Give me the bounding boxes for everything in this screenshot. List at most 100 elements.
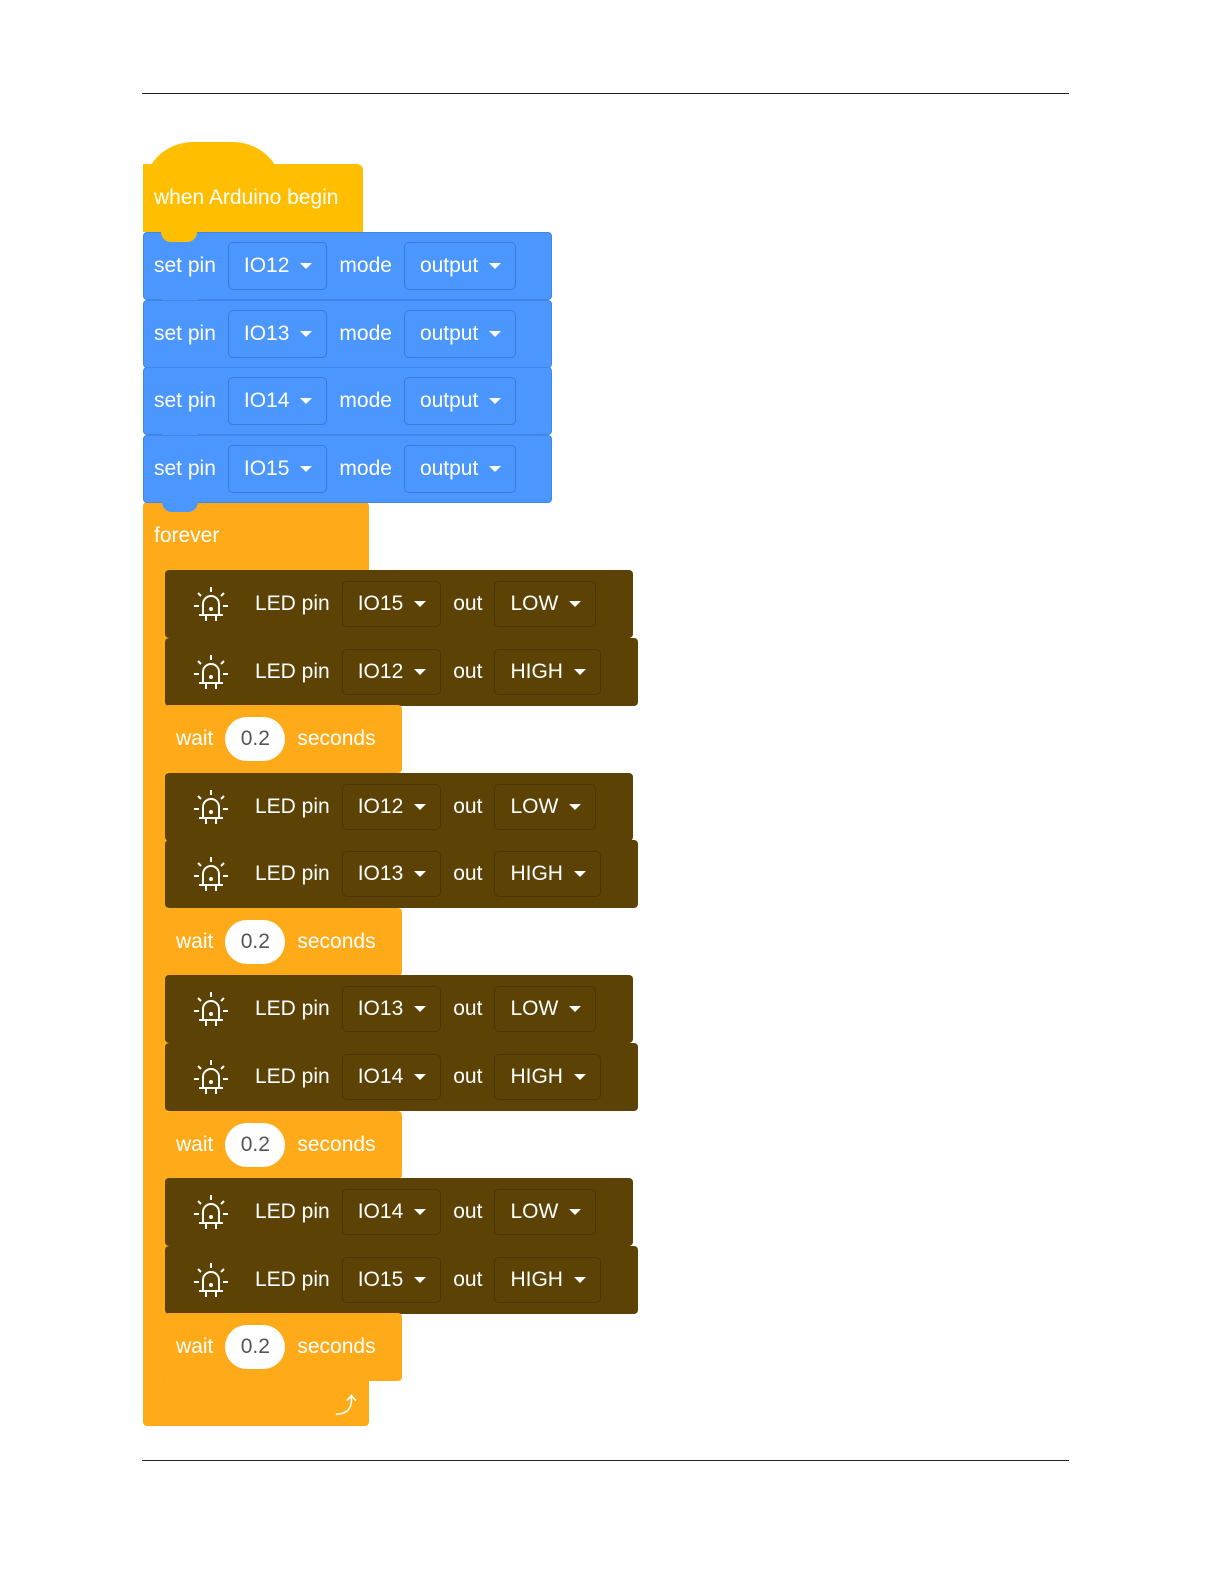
- wait-seconds-block[interactable]: wait 0.2 seconds: [165, 705, 402, 784]
- chevron-down-icon: [489, 263, 502, 269]
- led-pin-label: LED pin: [255, 997, 330, 1021]
- pin-dropdown[interactable]: IO12: [341, 648, 442, 695]
- level-value: LOW: [510, 997, 559, 1021]
- led-pin-out-block[interactable]: LED pin IO14 out HIGH: [165, 1043, 638, 1121]
- set-pin-mode-block[interactable]: set pin IO15 mode output: [143, 434, 552, 512]
- set-pin-mode-block[interactable]: set pin IO14 mode output: [143, 367, 552, 444]
- pin-value: IO15: [357, 1267, 404, 1291]
- out-label: out: [453, 592, 483, 615]
- mode-dropdown[interactable]: output: [403, 377, 517, 425]
- chevron-down-icon: [573, 668, 586, 675]
- wait-label: wait: [176, 1132, 214, 1156]
- level-dropdown[interactable]: HIGH: [494, 851, 601, 898]
- level-dropdown[interactable]: LOW: [494, 581, 597, 627]
- pin-dropdown[interactable]: IO13: [341, 986, 442, 1033]
- mode-label: mode: [339, 456, 392, 480]
- out-label: out: [453, 862, 483, 886]
- led-icon: [194, 789, 228, 824]
- led-pin-out-block[interactable]: LED pin IO15 out HIGH: [165, 1245, 638, 1324]
- seconds-label: seconds: [297, 727, 376, 751]
- out-label: out: [453, 1065, 483, 1088]
- pin-dropdown[interactable]: IO15: [227, 444, 328, 493]
- pin-dropdown[interactable]: IO14: [341, 1054, 442, 1100]
- out-label: out: [453, 997, 483, 1021]
- led-pin-out-block[interactable]: LED pin IO15 out LOW: [165, 570, 633, 648]
- led-icon: [194, 992, 228, 1027]
- block-notch: [162, 501, 198, 512]
- out-label: out: [453, 659, 483, 683]
- hat-label: when Arduino begin: [154, 186, 339, 209]
- seconds-label: seconds: [297, 929, 376, 953]
- level-dropdown[interactable]: LOW: [494, 1189, 597, 1236]
- led-pin-out-block[interactable]: LED pin IO13 out HIGH: [165, 840, 638, 919]
- level-dropdown[interactable]: HIGH: [494, 1054, 601, 1100]
- forever-block[interactable]: forever: [143, 502, 369, 570]
- chevron-down-icon: [489, 465, 502, 472]
- led-pin-label: LED pin: [255, 1267, 330, 1291]
- chevron-down-icon: [489, 398, 502, 404]
- pin-dropdown[interactable]: IO12: [341, 783, 442, 830]
- chevron-down-icon: [414, 1276, 427, 1283]
- led-pin-out-block[interactable]: LED pin IO14 out LOW: [165, 1178, 633, 1257]
- chevron-down-icon: [569, 803, 582, 810]
- seconds-input[interactable]: 0.2: [225, 717, 286, 762]
- level-dropdown[interactable]: LOW: [494, 783, 597, 830]
- led-icon: [194, 654, 228, 689]
- loop-arrow-icon: ⤴: [334, 1393, 357, 1418]
- chevron-down-icon: [414, 601, 427, 607]
- pin-value: IO14: [357, 1065, 404, 1088]
- out-label: out: [453, 1267, 483, 1291]
- pin-dropdown[interactable]: IO14: [341, 1189, 442, 1236]
- set-pin-mode-block[interactable]: set pin IO12 mode output: [143, 232, 552, 309]
- led-pin-label: LED pin: [255, 1065, 330, 1088]
- level-value: HIGH: [510, 659, 563, 683]
- level-value: HIGH: [510, 1267, 563, 1291]
- seconds-input[interactable]: 0.2: [225, 1325, 286, 1370]
- led-pin-label: LED pin: [255, 1200, 330, 1224]
- block-notch: [161, 232, 197, 242]
- when-arduino-begin-block[interactable]: when Arduino begin: [143, 164, 363, 242]
- led-pin-label: LED pin: [255, 659, 330, 683]
- wait-label: wait: [176, 727, 214, 751]
- mode-dropdown[interactable]: output: [403, 242, 517, 290]
- led-pin-out-block[interactable]: LED pin IO12 out HIGH: [165, 637, 638, 716]
- seconds-input[interactable]: 0.2: [225, 919, 286, 964]
- wait-seconds-block[interactable]: wait 0.2 seconds: [165, 907, 402, 986]
- mode-value: output: [419, 389, 479, 412]
- pin-dropdown[interactable]: IO13: [341, 851, 442, 898]
- chevron-down-icon: [414, 1006, 427, 1013]
- mode-label: mode: [339, 254, 392, 277]
- level-dropdown[interactable]: LOW: [494, 986, 597, 1033]
- pin-dropdown[interactable]: IO15: [341, 1256, 442, 1303]
- seconds-input[interactable]: 0.2: [225, 1122, 286, 1167]
- led-pin-out-block[interactable]: LED pin IO12 out LOW: [165, 772, 633, 851]
- pin-dropdown[interactable]: IO14: [227, 377, 328, 425]
- set-pin-label: set pin: [154, 254, 216, 277]
- led-icon: [194, 857, 228, 892]
- chevron-down-icon: [414, 1074, 427, 1080]
- pin-dropdown[interactable]: IO15: [341, 581, 442, 627]
- pin-value: IO14: [243, 389, 290, 412]
- led-pin-out-block[interactable]: LED pin IO13 out LOW: [165, 975, 633, 1054]
- pin-value: IO15: [243, 456, 290, 480]
- chevron-down-icon: [300, 398, 313, 404]
- out-label: out: [453, 1200, 483, 1224]
- wait-label: wait: [176, 1335, 214, 1359]
- wait-seconds-block[interactable]: wait 0.2 seconds: [165, 1313, 402, 1392]
- chevron-down-icon: [569, 1006, 582, 1013]
- mode-dropdown[interactable]: output: [403, 444, 517, 493]
- mode-dropdown[interactable]: output: [403, 309, 517, 358]
- level-dropdown[interactable]: HIGH: [494, 1256, 601, 1303]
- wait-seconds-block[interactable]: wait 0.2 seconds: [165, 1110, 402, 1189]
- led-icon: [194, 587, 228, 621]
- level-dropdown[interactable]: HIGH: [494, 648, 601, 695]
- pin-dropdown[interactable]: IO13: [227, 309, 328, 358]
- chevron-down-icon: [569, 601, 582, 607]
- set-pin-mode-block[interactable]: set pin IO13 mode output: [143, 299, 552, 377]
- forever-arm: [143, 560, 167, 1390]
- pin-dropdown[interactable]: IO12: [227, 242, 328, 290]
- chevron-down-icon: [300, 330, 313, 337]
- led-icon: [194, 1060, 228, 1094]
- forever-bottom: ⤴: [143, 1381, 369, 1426]
